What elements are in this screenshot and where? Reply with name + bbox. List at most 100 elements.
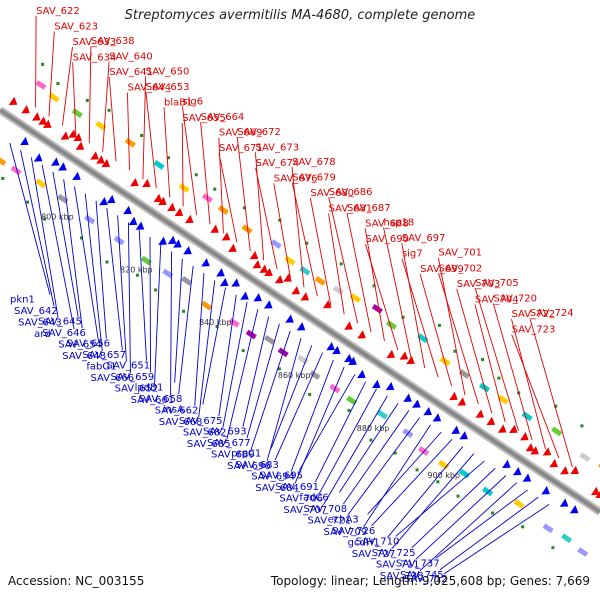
feature-dot	[554, 404, 558, 408]
leader-line	[108, 77, 117, 162]
feature-block	[217, 205, 229, 215]
feature-dot	[497, 376, 501, 380]
gene-label: fabG1	[86, 362, 116, 373]
gene-label: SAV_681	[329, 204, 373, 215]
feature-dot	[41, 62, 45, 66]
leader-line	[163, 107, 171, 198]
forward-gene-arrow	[90, 151, 99, 160]
forward-gene-arrow	[570, 465, 579, 475]
forward-gene-arrow	[530, 446, 539, 455]
forward-gene-arrow	[371, 379, 381, 389]
feature-dot	[277, 367, 281, 371]
forward-gene-arrow	[348, 356, 357, 365]
forward-gene-arrow	[60, 131, 70, 140]
leader-line	[72, 62, 77, 135]
forward-gene-arrow	[274, 274, 284, 284]
feature-block	[178, 183, 190, 193]
leader-line	[419, 274, 452, 387]
forward-gene-arrow	[20, 136, 29, 146]
leader-line	[314, 381, 367, 483]
forward-gene-arrow	[385, 381, 395, 391]
forward-gene-arrow	[332, 345, 341, 355]
gene-label: SAV_691	[275, 482, 319, 493]
feature-block	[84, 214, 96, 225]
gene-label: SAV_633	[72, 37, 116, 48]
gene-label: SAV_724	[530, 308, 574, 319]
gene-label: SAV_651	[106, 361, 150, 372]
leader-line	[242, 316, 270, 427]
gene-label: SAV_648	[62, 351, 106, 362]
leader-line	[291, 166, 305, 288]
feature-block	[521, 411, 533, 422]
feature-block	[418, 446, 430, 456]
forward-gene-arrow	[158, 236, 167, 245]
forward-gene-arrow	[153, 193, 163, 203]
forward-gene-arrow	[386, 349, 395, 359]
feature-dot	[347, 408, 351, 412]
leader-line	[439, 496, 539, 571]
forward-gene-arrow	[451, 425, 460, 434]
leader-line	[142, 76, 147, 180]
forward-gene-arrow	[210, 224, 219, 233]
gene-label: SAV_745	[400, 570, 444, 581]
leader-line	[419, 482, 518, 572]
gene-label: SAV_696	[227, 461, 271, 472]
leader-line	[474, 287, 520, 432]
forward-gene-arrow	[263, 300, 273, 309]
forward-gene-arrow	[240, 291, 249, 300]
leader-line	[474, 304, 506, 423]
forward-gene-arrow	[72, 171, 81, 181]
feature-dot	[56, 82, 60, 86]
gene-label: SAV_689	[211, 449, 255, 460]
leader-line	[255, 167, 278, 270]
gene-label: SAV_677	[207, 438, 251, 449]
forward-gene-arrow	[520, 432, 529, 441]
feature-dot	[415, 468, 419, 472]
feature-block	[332, 285, 344, 296]
leader-line	[438, 273, 479, 405]
leader-line	[339, 402, 399, 493]
forward-gene-arrow	[201, 258, 210, 267]
gene-label: SAV_703	[457, 279, 501, 290]
gene-label: SAV_699	[420, 264, 464, 275]
forward-gene-arrow	[283, 273, 292, 282]
feature-block	[35, 80, 47, 90]
leader-line	[198, 280, 216, 418]
feature-block	[438, 459, 450, 470]
leader-line	[391, 453, 474, 550]
features-layer	[0, 62, 600, 557]
leader-line	[364, 228, 385, 342]
scale-tick-label: 800 kbp	[41, 212, 74, 221]
leader-line	[200, 122, 211, 225]
leader-line	[367, 431, 442, 515]
leader-line	[138, 229, 147, 361]
gene-label: SAV_658	[139, 394, 183, 405]
leader-line	[328, 197, 359, 324]
leader-line	[363, 424, 431, 528]
forward-gene-arrow	[130, 177, 139, 187]
gene-label: SAV_678	[292, 157, 336, 168]
gene-label: insA	[163, 405, 184, 416]
forward-gene-arrow	[183, 246, 192, 255]
gene-label: SAV_654	[58, 340, 102, 351]
forward-gene-arrow	[259, 264, 268, 273]
feature-block	[309, 370, 321, 380]
feature-dot	[278, 218, 282, 222]
gene-label: prpC1	[231, 448, 261, 459]
feature-block	[346, 395, 358, 406]
feature-dot	[166, 156, 170, 160]
gene-label: fadC6	[299, 492, 328, 503]
feature-block	[35, 178, 47, 189]
leader-line	[318, 388, 377, 494]
gene-label: SAV_695	[259, 470, 303, 481]
feature-dot	[521, 525, 525, 529]
forward-gene-arrow	[457, 397, 466, 406]
gene-label: SAV_676	[274, 173, 318, 184]
gene-label: SAV_657	[82, 350, 126, 361]
feature-block	[385, 320, 397, 330]
leader-line	[347, 417, 421, 516]
feature-block	[371, 304, 383, 314]
gene-label: pkn1	[10, 295, 35, 306]
leader-line	[74, 186, 99, 340]
feature-dot	[401, 315, 405, 319]
